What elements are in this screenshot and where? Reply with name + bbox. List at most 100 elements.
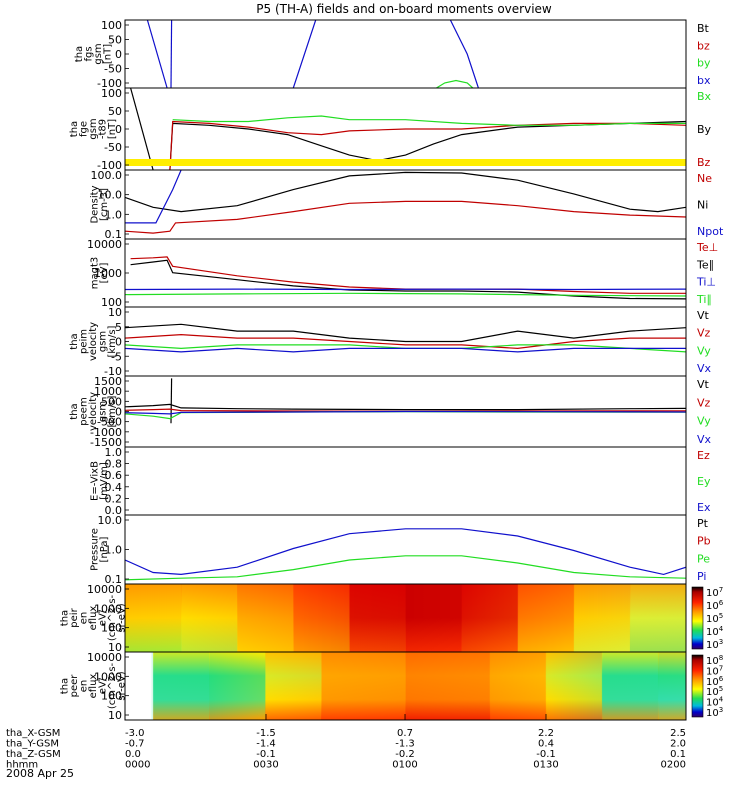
legend-entry: bx (697, 74, 711, 87)
y-tick-label: 0.2 (105, 492, 123, 505)
colorbar-tick-label: 106 (706, 599, 724, 612)
y-tick-label: 0.4 (105, 481, 123, 494)
y-axis-label: sr-eV) (117, 671, 128, 700)
colorbar-tick-label: 108 (706, 654, 723, 667)
time-axis-value: -0.1 (256, 749, 276, 760)
heatmap-column (237, 584, 294, 652)
series-line (125, 171, 686, 213)
series-line (146, 20, 168, 88)
y-axis-label: (cm^2-s- (107, 662, 118, 709)
time-axis-value: 2.2 (538, 728, 554, 739)
time-axis-row-label: tha_X-GSM (6, 728, 60, 739)
y-tick-label: -50 (104, 141, 122, 154)
legend-entry: Ni (697, 199, 708, 212)
heatmap-column (405, 652, 491, 720)
time-axis-value: -1.5 (256, 728, 276, 739)
y-axis-label: tha (69, 121, 80, 137)
panel-efield: 1.00.80.60.40.20.0 E=-VixB[mV/m] Ez Ey Ex (89, 446, 711, 517)
y-tick-label: 0.0 (105, 504, 123, 517)
time-axis-value: -3.0 (125, 728, 145, 739)
series-line (125, 333, 686, 350)
y-axis-label: eflux (88, 606, 99, 631)
y-tick-label: 100 (101, 19, 122, 32)
y-axis-label: velocity (88, 392, 99, 431)
y-tick-label: 1.0 (105, 208, 123, 221)
time-axis-row-label: tha_Y-GSM (6, 739, 59, 750)
y-tick-label: 10 (108, 709, 122, 722)
panels: 100500-50-100thafgsgsm[nT]Btbzbybx100500… (60, 19, 724, 722)
y-tick-label: 10000 (87, 238, 122, 251)
colorbar (691, 654, 704, 718)
legend-entry: Bx (697, 90, 712, 103)
heatmap-column (265, 652, 322, 720)
y-axis-label: fgs (83, 46, 94, 61)
legend-entry: Ex (697, 501, 711, 514)
y-tick-label: 1000 (94, 385, 122, 398)
y-axis-label: tha (69, 403, 80, 419)
y-axis-label: [km/s] (107, 395, 118, 427)
time-axis-value: 2.0 (670, 739, 686, 750)
heatmap-column (293, 584, 350, 652)
y-tick-label: -5 (111, 350, 122, 363)
series-line (170, 20, 173, 88)
time-axis-value: -0.1 (536, 749, 556, 760)
legend-entry: Vx (697, 362, 712, 375)
y-tick-label: 10 (108, 306, 122, 319)
y-tick-label: 10.0 (98, 189, 123, 202)
y-axis-label: eflux (88, 674, 99, 699)
y-axis-label: sr-eV) (117, 603, 128, 632)
y-axis-label: [mV/m] (99, 462, 110, 500)
y-tick-label: 0 (115, 123, 122, 136)
series-line (449, 20, 479, 88)
y-tick-label: 100 (101, 87, 122, 100)
y-axis-label: gsm (88, 118, 99, 139)
time-axis-value: 2.5 (670, 728, 686, 739)
y-tick-label: 50 (108, 34, 122, 47)
y-tick-label: 1.0 (105, 544, 123, 557)
y-axis-label: [nPa] (99, 536, 110, 562)
y-tick-label: 100 (101, 622, 122, 635)
legend-entry: Te∥ (696, 258, 714, 271)
y-tick-label: 1000 (94, 602, 122, 615)
series-line (170, 378, 173, 424)
y-tick-label: 10000 (87, 583, 122, 596)
y-axis-label: peir (69, 607, 80, 627)
y-tick-label: -100 (97, 77, 122, 90)
panel-frame (124, 446, 687, 516)
colorbar-tick-label: 104 (706, 625, 724, 638)
y-axis-label: (cm^2-s- (107, 594, 118, 641)
y-axis-label: en (79, 680, 90, 693)
heatmap-column (209, 652, 266, 720)
y-axis-label: gsm (98, 401, 109, 422)
colorbar-tick-label: 107 (706, 664, 723, 677)
time-axis-value: 0.7 (397, 728, 413, 739)
panel-peer: 10810710610510410310000100010010thapeere… (60, 651, 724, 722)
legend-entry: Npot (697, 225, 724, 238)
y-axis-label: peim (79, 329, 90, 354)
heatmap-column (573, 584, 631, 652)
heatmap-column (181, 584, 238, 652)
y-axis-label: tha (74, 46, 85, 62)
y-axis-label: tha (60, 610, 71, 626)
heatmap-column (461, 584, 519, 652)
colorbar-tick-label: 105 (706, 685, 723, 698)
time-axis-value: 0100 (392, 760, 417, 771)
y-axis-label: gsm (98, 331, 109, 352)
colorbar (691, 586, 704, 650)
panel-density: 100.0 10.0 1.0 0.1 Density[cm-3] Ne Ni Npot (89, 169, 724, 241)
y-axis-label: [km/s] (107, 325, 118, 357)
heatmap-column (657, 652, 687, 720)
series-line (436, 79, 474, 88)
time-axis-value: 0030 (253, 760, 278, 771)
y-tick-label: 0 (115, 48, 122, 61)
colorbar-tick-label: 103 (706, 638, 723, 651)
series-line (125, 292, 686, 297)
legend-entry: By (697, 123, 712, 136)
flag-bar (125, 159, 686, 166)
y-axis-label: tha (69, 333, 80, 349)
y-tick-label: -1500 (90, 436, 122, 449)
panel-pressure: 10.0 1.0 0.1 Pressure[nPa] Pt Pb Pe Pi (89, 514, 710, 586)
y-tick-label: -1000 (90, 426, 122, 439)
